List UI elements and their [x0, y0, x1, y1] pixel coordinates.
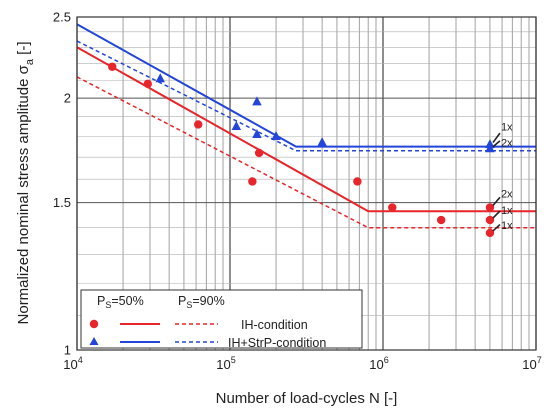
y-tick-label: 1 — [64, 343, 71, 358]
x-tick-label: 104 — [63, 355, 82, 372]
x-tick-label: 107 — [522, 355, 541, 372]
data-point-ih — [143, 79, 152, 89]
curve-layer — [76, 23, 536, 229]
y-axis-title-main: Normalized nominal stress amplitude σ — [15, 64, 32, 324]
legend-ih-marker — [89, 319, 99, 329]
runout-arrow — [492, 196, 501, 207]
legend-ih-label: IH-condition — [241, 318, 308, 332]
data-point-ih-strp — [231, 121, 242, 131]
data-point-ih — [248, 177, 257, 186]
y-axis-title-unit: [-] — [15, 42, 32, 60]
sn-curve-ih-90 — [76, 76, 536, 229]
x-axis-title: Number of load-cycles N [-] — [216, 390, 398, 407]
data-point-ih — [436, 215, 446, 225]
legend-ihstrp-label: IH+StrP-condition — [228, 336, 326, 350]
plot-frame — [76, 16, 537, 351]
x-tick-label: 105 — [216, 355, 235, 372]
y-axis-title: Normalized nominal stress amplitude σa [… — [15, 42, 36, 325]
data-point-ih-strp — [252, 128, 262, 138]
data-point-ih — [485, 228, 495, 238]
runout-arrow — [492, 132, 501, 144]
data-point-ih-strp — [317, 137, 327, 147]
data-point-ih — [353, 177, 362, 186]
data-point-ih — [194, 120, 203, 129]
x-tick-label: 106 — [369, 355, 388, 372]
data-point-ih-strp — [155, 73, 165, 83]
data-point-ih — [388, 203, 397, 212]
sn-curve-ih-50 — [76, 46, 536, 213]
tick-layer: 104 105 106 107 1 1.5 2 2.5 — [53, 10, 542, 373]
runout-label: 1x — [501, 205, 513, 217]
data-point-ih-strp — [271, 130, 281, 140]
sn-curve-ih-strp-50 — [76, 23, 536, 148]
point-layer — [108, 62, 495, 238]
legend-header-p50: PS=50% — [97, 294, 144, 310]
runout-arrow — [492, 223, 501, 232]
data-point-ih — [108, 62, 117, 71]
y-tick-label: 2 — [64, 91, 71, 106]
data-point-ih-strp — [485, 143, 495, 153]
data-point-ih-strp — [252, 96, 262, 106]
y-tick-label: 2.5 — [53, 10, 71, 25]
y-tick-label: 1.5 — [53, 195, 71, 210]
runout-label: 1x — [501, 220, 513, 232]
y-axis-title-sub: a — [24, 58, 36, 65]
runout-arrow — [492, 140, 501, 148]
legend-ihstrp-marker — [89, 337, 99, 345]
runout-label: 2x — [501, 138, 513, 150]
legend-box — [80, 289, 363, 349]
legend: PS=50% PS=90% IH-condition IH+StrP-condi… — [80, 289, 363, 350]
runout-label: 1x — [501, 122, 513, 134]
runout-annotation-layer: 1x 2x 2x 1x 1x — [492, 122, 513, 232]
runout-arrow — [492, 210, 501, 219]
runout-label: 2x — [501, 189, 513, 201]
data-point-ih — [485, 203, 495, 212]
data-point-ih — [485, 215, 495, 225]
sn-curve-ih-strp-90 — [76, 40, 536, 152]
legend-header-p90: PS=90% — [178, 294, 225, 310]
data-point-ih — [254, 148, 264, 158]
